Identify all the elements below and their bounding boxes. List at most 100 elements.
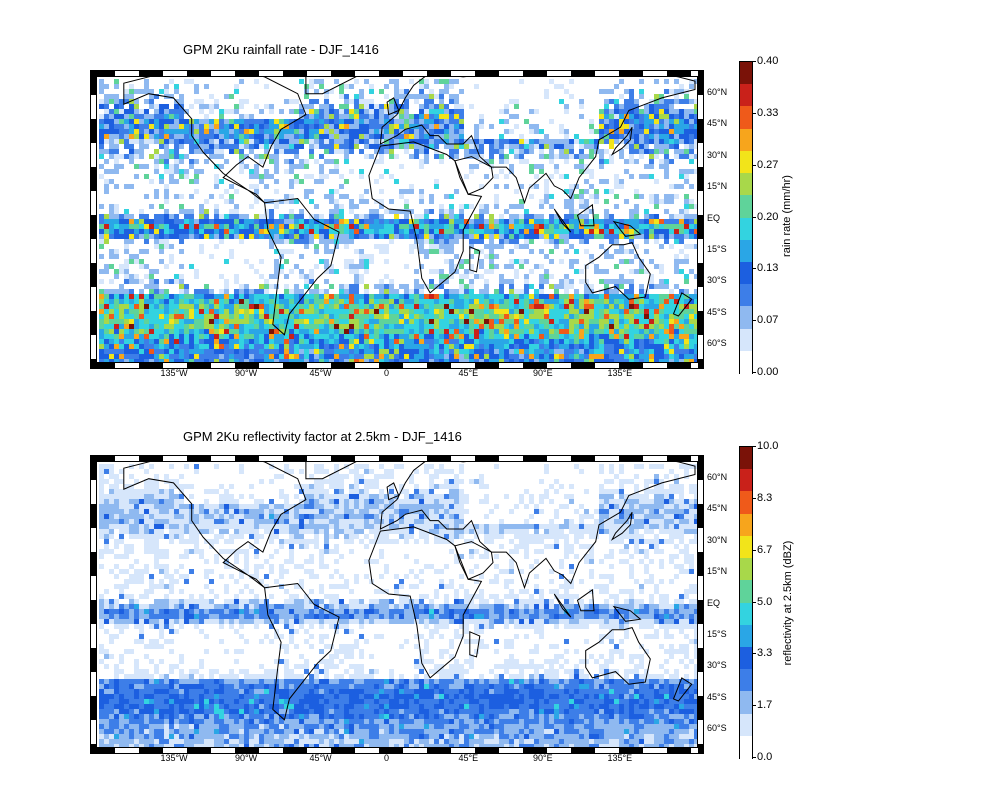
colorbar-tick (752, 757, 756, 758)
colorbar-segment (740, 558, 752, 581)
colorbar-segment (740, 173, 752, 196)
lon-tick-label: 135°E (607, 753, 633, 763)
colorbar-tick-label: 0.20 (757, 210, 779, 223)
colorbar-tick-label: 0.27 (757, 158, 779, 171)
lon-tick-label: 45°E (458, 368, 479, 378)
lon-tick-label: 45°W (309, 368, 332, 378)
colorbar-segment (740, 84, 752, 107)
colorbar-tick (752, 268, 756, 270)
colorbar-tick-label: 0.13 (757, 262, 779, 275)
lat-tick-label: 15°N (707, 566, 728, 577)
colorbar-segment (740, 735, 752, 759)
colorbar-tick-label: 0.0 (757, 751, 773, 763)
lat-tick-label: 45°S (707, 691, 727, 702)
colorbar-segment (740, 669, 752, 692)
colorbar-segment (740, 602, 752, 626)
coastline (585, 627, 651, 685)
colorbar-tick-label: 8.3 (757, 491, 773, 504)
map-svg (91, 71, 703, 368)
colorbar-tick (752, 601, 756, 603)
coastline (469, 631, 481, 658)
colorbar-segment (740, 150, 752, 174)
panel-title: GPM 2Ku reflectivity factor at 2.5km - D… (183, 429, 462, 444)
lat-tick-label: 15°S (707, 628, 727, 639)
lon-tick-label: 135°W (160, 368, 188, 378)
lat-tick-label: 45°S (707, 306, 727, 317)
lat-tick-label: 15°N (707, 181, 728, 192)
coastline (553, 593, 572, 618)
coastline (368, 141, 483, 294)
coastline (123, 71, 307, 204)
lon-tick-label: 45°E (458, 753, 479, 763)
coastline (610, 511, 633, 541)
colorbar-tick-label: 5.0 (757, 595, 773, 608)
map-border (91, 71, 703, 368)
colorbar-title: rain rate (mm/hr) (781, 175, 793, 257)
lon-tick-label: 90°W (235, 368, 258, 378)
coastline (264, 582, 340, 721)
field-layer (99, 464, 699, 749)
colorbar-tick (752, 216, 756, 218)
colorbar-segment (740, 713, 752, 737)
coastline (123, 456, 307, 589)
colorbar-tick (752, 320, 756, 322)
map-svg (91, 456, 703, 753)
lat-tick-label: 60°N (707, 86, 728, 97)
rain-rate-map (90, 70, 704, 369)
colorbar-tick (752, 372, 756, 373)
colorbar-segment (740, 328, 752, 352)
map-border (91, 456, 703, 753)
colorbar-segment (740, 239, 752, 263)
colorbar-segment (740, 491, 752, 515)
colorbar-segment (740, 513, 752, 537)
colorbar-segment (740, 535, 752, 559)
colorbar-segment (740, 106, 752, 130)
lat-tick-label: 30°S (707, 660, 727, 671)
lat-tick-label: EQ (707, 597, 721, 608)
colorbar-tick-label: 3.3 (757, 647, 773, 660)
colorbar-segment (740, 195, 752, 219)
colorbar-tick-label: 0.33 (757, 106, 779, 119)
lat-tick-label: 30°N (707, 149, 728, 160)
colorbar-tick (752, 164, 756, 166)
colorbar-tick (752, 112, 756, 114)
colorbar-tick-label: 0.07 (757, 314, 779, 327)
lat-tick-label: 45°N (707, 118, 728, 129)
coastline (612, 220, 642, 237)
coastline (469, 246, 481, 273)
colorbar-segment (740, 646, 752, 670)
colorbar-tick (752, 61, 756, 62)
colorbar-segment (740, 284, 752, 307)
lon-tick-label: 0 (384, 753, 390, 763)
colorbar-tick (752, 497, 756, 499)
coastlines (123, 456, 696, 721)
colorbar-title: reflectivity at 2.5km (dBZ) (782, 540, 794, 666)
colorbar-segment (740, 217, 752, 241)
colorbar-tick (752, 653, 756, 655)
coastline (612, 605, 642, 622)
lat-tick-label: 45°N (707, 503, 728, 514)
colorbar-tick-label: 0.00 (757, 366, 779, 378)
lat-tick-label: 30°S (707, 275, 727, 286)
lat-tick-label: 60°S (707, 723, 727, 734)
colorbar-tick (752, 446, 756, 447)
colorbar-segment (740, 350, 752, 374)
colorbar-segment (740, 261, 752, 285)
coastline (672, 677, 693, 702)
coastline (454, 156, 494, 195)
coastline (585, 242, 651, 300)
colorbar-tick-label: 0.40 (757, 55, 779, 67)
lat-tick-label: EQ (707, 212, 721, 223)
colorbar-segment (740, 447, 752, 470)
coastline (672, 292, 693, 317)
lat-tick-label: 60°S (707, 338, 727, 349)
lon-tick-label: 90°W (235, 753, 258, 763)
coastline (576, 203, 595, 227)
coastline (576, 588, 595, 612)
lat-tick-label: 15°S (707, 243, 727, 254)
lat-tick-label: 30°N (707, 534, 728, 545)
colorbar-tick-label: 10.0 (757, 440, 779, 452)
coastline (368, 526, 483, 679)
coastline (264, 197, 340, 336)
colorbar-tick-label: 1.7 (757, 699, 773, 712)
